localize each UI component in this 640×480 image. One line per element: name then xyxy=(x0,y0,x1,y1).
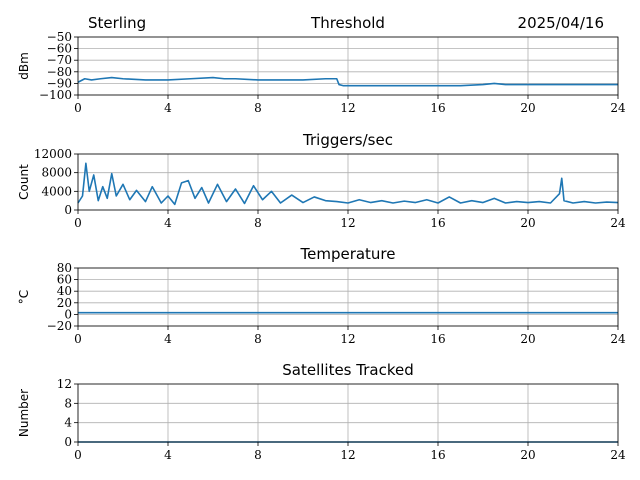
x-tick-label: 16 xyxy=(430,101,445,115)
chart-panel-1: 0 4 8 12 16 20 24 −100−90−80−70−60−50 Threshold d… xyxy=(17,14,626,115)
chart-panel-2: 0 4 8 12 16 20 24 0 4000 8000 12000 Triggers/sec Cou… xyxy=(17,131,626,230)
y-tick-label: 8000 xyxy=(41,166,72,180)
x-tick-label: 12 xyxy=(340,332,355,346)
x-tick-label: 12 xyxy=(340,101,355,115)
x-tick-label: 12 xyxy=(340,448,355,462)
y-tick-label: 80 xyxy=(57,261,72,275)
x-tick-label: 20 xyxy=(520,332,535,346)
x-tick-label: 24 xyxy=(610,448,626,462)
panels: 0 4 8 12 16 20 24 −100−90−80−70−60−50 Threshold d… xyxy=(17,14,626,462)
x-tick-label: 20 xyxy=(520,448,535,462)
y-tick-label: −80 xyxy=(47,65,72,79)
chart-title: Temperature xyxy=(299,245,395,263)
chart-panel-4: 0 4 8 12 16 20 24 0 4 8 12 Satellites Tracked Number xyxy=(17,361,626,462)
x-tick-label: 8 xyxy=(254,332,262,346)
y-tick-label: −90 xyxy=(47,76,72,90)
x-tick-label: 8 xyxy=(254,216,262,230)
y-axis-label: Number xyxy=(17,389,31,437)
x-tick-label: 4 xyxy=(164,332,172,346)
x-tick-label: 16 xyxy=(430,448,445,462)
x-tick-label: 20 xyxy=(520,216,535,230)
x-tick-label: 12 xyxy=(340,216,355,230)
y-tick-label: 0 xyxy=(64,307,72,321)
y-tick-label: −20 xyxy=(47,319,72,333)
x-tick-label: 20 xyxy=(520,101,535,115)
y-tick-label: 40 xyxy=(57,284,72,298)
chart-title: Triggers/sec xyxy=(302,131,393,149)
y-tick-label: 0 xyxy=(64,435,72,449)
y-tick-label: 12 xyxy=(57,377,72,391)
y-tick-label: −50 xyxy=(47,30,72,44)
x-tick-label: 4 xyxy=(164,448,172,462)
site-label: Sterling xyxy=(88,14,146,32)
x-tick-label: 24 xyxy=(610,216,626,230)
y-tick-label: 4 xyxy=(64,416,72,430)
date-label: 2025/04/16 xyxy=(518,14,604,32)
x-tick-label: 8 xyxy=(254,448,262,462)
x-tick-label: 0 xyxy=(74,101,82,115)
y-tick-label: −70 xyxy=(47,53,72,67)
chart-title: Threshold xyxy=(310,14,385,32)
x-tick-label: 0 xyxy=(74,216,82,230)
x-tick-label: 0 xyxy=(74,448,82,462)
x-tick-label: 16 xyxy=(430,332,445,346)
y-tick-label: 4000 xyxy=(41,184,72,198)
y-tick-label: 8 xyxy=(64,396,72,410)
x-tick-label: 0 xyxy=(74,332,82,346)
y-tick-label: 12000 xyxy=(34,147,72,161)
y-tick-label: 60 xyxy=(57,273,72,287)
x-tick-label: 16 xyxy=(430,216,445,230)
x-tick-label: 4 xyxy=(164,216,172,230)
y-tick-label: 20 xyxy=(57,296,72,310)
series-line xyxy=(77,76,618,87)
x-tick-label: 4 xyxy=(164,101,172,115)
y-axis-label: dBm xyxy=(17,52,31,80)
y-axis-label: °C xyxy=(17,290,31,304)
y-tick-label: −100 xyxy=(39,88,72,102)
series-line xyxy=(77,162,619,206)
x-tick-label: 24 xyxy=(610,101,626,115)
x-tick-label: 8 xyxy=(254,101,262,115)
chart-title: Satellites Tracked xyxy=(282,361,413,379)
y-axis-label: Count xyxy=(17,164,31,200)
x-tick-label: 24 xyxy=(610,332,626,346)
y-tick-label: 0 xyxy=(64,203,72,217)
y-tick-label: −60 xyxy=(47,42,72,56)
